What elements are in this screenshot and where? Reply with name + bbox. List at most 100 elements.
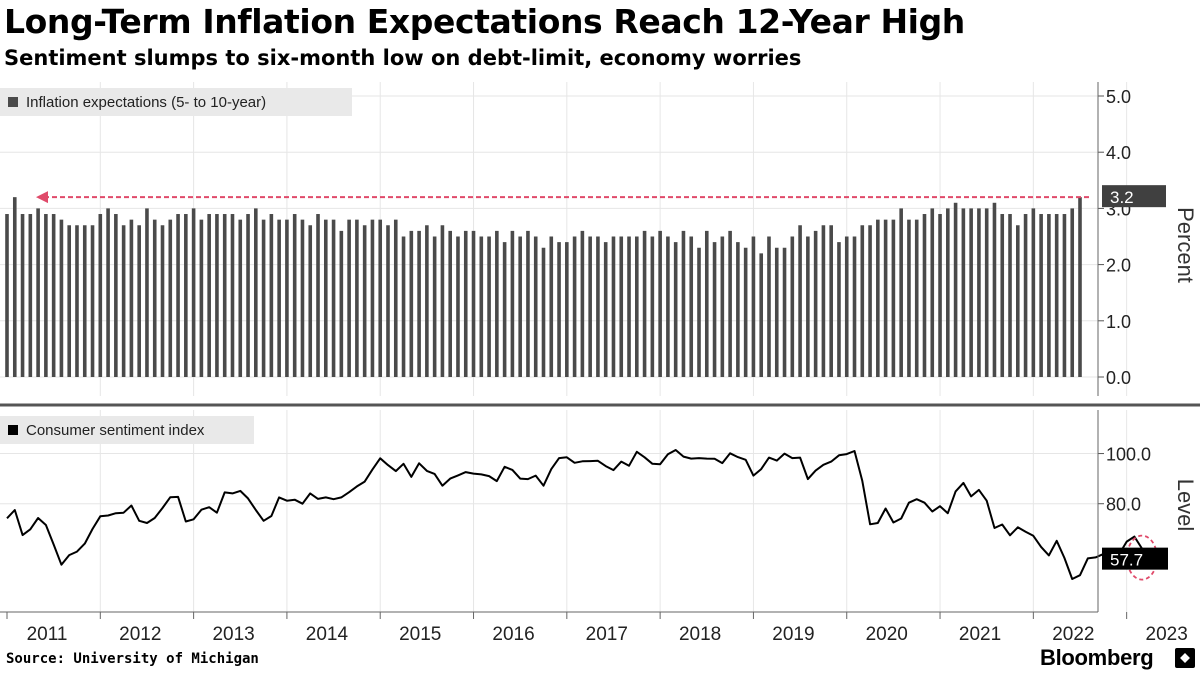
bar [378, 219, 383, 377]
callout-sentiment-label: 57.7 [1110, 551, 1143, 570]
bar [160, 225, 165, 377]
bar [1047, 214, 1051, 377]
bar [588, 236, 592, 377]
bar [689, 236, 694, 377]
bar [666, 236, 670, 377]
bar [1031, 208, 1036, 377]
bar [712, 242, 717, 377]
x-tick-label: 2022 [1052, 624, 1094, 645]
source-note: Source: University of Michigan [6, 651, 259, 667]
bar [386, 225, 390, 377]
bar [883, 219, 888, 377]
bar [984, 208, 989, 377]
x-tick-label: 2019 [772, 624, 814, 645]
bar [658, 230, 662, 377]
legend-inflation-swatch [8, 97, 18, 107]
bar [565, 242, 569, 377]
bar [673, 242, 678, 377]
x-tick-label: 2018 [679, 624, 721, 645]
x-tick-label: 2017 [586, 624, 628, 645]
bar [479, 236, 484, 377]
bar [852, 236, 857, 377]
bar [184, 214, 188, 377]
bar [28, 214, 33, 377]
x-tick-label: 2011 [27, 624, 68, 645]
bar [642, 230, 647, 377]
x-tick-label: 2016 [492, 624, 534, 645]
bar [603, 242, 608, 377]
bar [347, 219, 351, 377]
bar [152, 219, 157, 377]
bar [650, 236, 655, 377]
bar [899, 208, 903, 377]
bar [813, 230, 818, 377]
bar [440, 225, 445, 377]
bar [907, 219, 911, 377]
bar [969, 208, 973, 377]
bar [751, 236, 756, 377]
bar [106, 208, 110, 377]
x-tick-label: 2013 [212, 624, 254, 645]
bar [938, 214, 942, 377]
bar [743, 247, 748, 377]
sentiment-line [6, 449, 1151, 580]
callout-inflation-box [1102, 185, 1166, 208]
bar [254, 208, 258, 377]
bars-layer [5, 191, 1090, 377]
bar [992, 202, 997, 377]
bar [191, 208, 196, 377]
bar [121, 225, 126, 377]
callout-inflation-label: 3.2 [1110, 188, 1134, 207]
bar [619, 236, 624, 377]
bar [728, 230, 732, 377]
bar [44, 214, 48, 377]
bar [401, 236, 406, 377]
y-tick-label: 4.0 [1106, 143, 1131, 163]
bar [580, 230, 585, 377]
bar [137, 225, 141, 377]
bar [98, 214, 103, 377]
bar [300, 219, 305, 377]
bar [961, 208, 966, 377]
bar [736, 242, 740, 377]
y-tick-label: 5.0 [1106, 87, 1131, 107]
bar [339, 230, 344, 377]
chart-subtitle: Sentiment slumps to six-month low on deb… [4, 46, 802, 70]
x-tick-label: 2012 [119, 624, 161, 645]
highlight-arrow-head [36, 191, 48, 204]
bar [362, 225, 367, 377]
bar [914, 219, 919, 377]
bar [471, 230, 476, 377]
bar [549, 236, 554, 377]
bar [199, 219, 204, 377]
bar [611, 236, 616, 377]
chart-title: Long-Term Inflation Expectations Reach 1… [4, 2, 965, 41]
bar [720, 236, 725, 377]
bar [1023, 214, 1028, 377]
bar [876, 219, 880, 377]
bar [533, 236, 538, 377]
y-tick-label: 2.0 [1106, 256, 1131, 276]
legend-inflation-background [0, 88, 352, 116]
bar [432, 236, 437, 377]
bar [922, 214, 927, 377]
bar [557, 242, 561, 377]
bar [323, 219, 328, 377]
bar [20, 214, 25, 377]
bar [5, 214, 9, 377]
y-axis-title-inflation: Percent [1173, 207, 1198, 283]
y-tick-label: 100.0 [1106, 445, 1151, 465]
bar [215, 214, 219, 377]
bar [635, 236, 639, 377]
bar [176, 214, 180, 377]
bloomberg-logo-icon [1175, 648, 1195, 668]
bar [510, 230, 515, 377]
bar [448, 230, 452, 377]
bar [114, 214, 118, 377]
bar [977, 208, 981, 377]
bar [868, 225, 872, 377]
bar [704, 230, 709, 377]
bar [417, 230, 421, 377]
bar [837, 242, 841, 377]
